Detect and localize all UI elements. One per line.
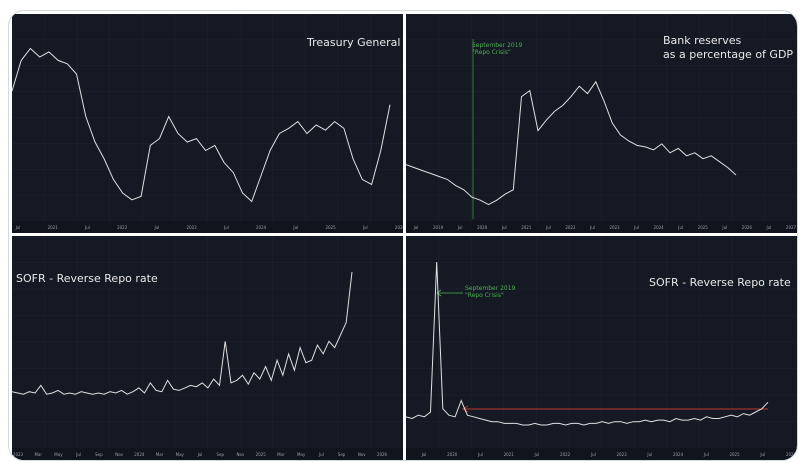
x-tick-label: Jul (421, 452, 427, 457)
x-tick-label: 2024 (256, 225, 267, 230)
x-tick-label: Jul (590, 452, 596, 457)
x-tick-label: Jul (223, 225, 229, 230)
annotation-line-1: September 2019 (472, 42, 523, 49)
series-line (406, 80, 737, 206)
chart-title: SOFR - Reverse Repo rate (16, 272, 158, 285)
x-tick-label: 2022 (565, 225, 576, 230)
x-tick-label: May (176, 452, 185, 457)
x-tick-label: Jul (75, 452, 81, 457)
x-tick-label: 2022 (117, 225, 128, 230)
x-axis (406, 221, 797, 233)
x-tick-label: Jul (703, 452, 709, 457)
tga-chart: Treasury General Accou Jul 2021 Jul 2022 Jul… (12, 14, 403, 233)
x-tick-label: Jul (477, 452, 483, 457)
series-line (12, 271, 353, 395)
series-line (12, 47, 391, 203)
sofr-rrp-chart-recent: SOFR - Reverse Repo rate 2023 Mar May Jul Se… (12, 236, 403, 460)
x-tick-label: Jul (362, 225, 368, 230)
annotation-arrowhead-icon (436, 289, 442, 297)
x-tick-label: May (54, 452, 63, 457)
chart-title: Treasury General Accou (306, 36, 403, 49)
x-tick-label: Jul (759, 452, 765, 457)
image-grid: Treasury General Accou Jul 2021 Jul 2022 Jul… (8, 10, 798, 461)
x-tick-label: 2022 (560, 452, 571, 457)
x-tick-label: Jul (318, 452, 324, 457)
x-tick-label: 2020 (477, 225, 488, 230)
x-tick-label: 2026 (786, 452, 797, 457)
x-tick-label: 2021 (521, 225, 532, 230)
x-tick-label: Jul (633, 225, 639, 230)
x-tick-label: 2024 (673, 452, 684, 457)
x-tick-label: 2027 (786, 225, 797, 230)
chart-title: SOFR - Reverse Repo rate (649, 276, 791, 289)
x-tick-label: Nov (358, 452, 366, 457)
x-tick-label: 2020 (447, 452, 458, 457)
x-tick-label: 2019 (433, 225, 444, 230)
x-tick-label: Jul (413, 225, 419, 230)
series-line (406, 261, 769, 426)
x-tick-label: 2026 (377, 452, 388, 457)
x-tick-label: Nov (115, 452, 123, 457)
x-tick-label: Jul (646, 452, 652, 457)
x-tick-label: Sep (95, 452, 103, 457)
annotation-line-1: September 2019 (465, 285, 516, 292)
x-tick-label: Jul (534, 452, 540, 457)
x-tick-label: Nov (237, 452, 245, 457)
x-tick-label: Jul (197, 452, 203, 457)
x-tick-label: 2024 (134, 452, 145, 457)
x-tick-label: 2025 (325, 225, 336, 230)
x-axis (12, 221, 403, 233)
x-tick-label: Sep (338, 452, 346, 457)
x-tick-label: 2025 (729, 452, 740, 457)
x-axis (406, 448, 797, 460)
x-tick-label: 2021 (504, 452, 515, 457)
x-tick-label: Mar (34, 452, 42, 457)
x-tick-label: 2024 (654, 225, 665, 230)
x-tick-label: Jul (457, 225, 463, 230)
red-arrowhead-icon (462, 405, 469, 413)
x-tick-label: 2023 (187, 225, 198, 230)
x-tick-label: 2023 (609, 225, 620, 230)
x-tick-label: Jul (153, 225, 159, 230)
chart-title-line-2: as a percentage of GDP (663, 48, 793, 61)
sofr-rrp-chart-long: September 2019 "Repo Crisis" SOFR - Reve… (406, 236, 797, 460)
x-tick-label: 2021 (48, 225, 59, 230)
chart-title-line-1: Bank reserves (663, 34, 741, 47)
x-tick-label: Jul (545, 225, 551, 230)
annotation-line-2: "Repo Crisis" (465, 292, 504, 299)
x-tick-label: 2023 (617, 452, 628, 457)
x-tick-label: Jul (766, 225, 772, 230)
x-tick-label: Jul (677, 225, 683, 230)
x-tick-label: Sep (216, 452, 224, 457)
x-tick-label: Mar (277, 452, 285, 457)
x-tick-label: Jul (501, 225, 507, 230)
bank-reserves-chart: September 2019 "Repo Crisis" Bank reserv… (406, 14, 797, 233)
x-tick-label: May (297, 452, 306, 457)
x-tick-label: Jul (84, 225, 90, 230)
x-tick-label: 2025 (698, 225, 709, 230)
x-tick-label: 2023 (13, 452, 24, 457)
x-tick-label: 2026 (742, 225, 753, 230)
x-tick-label: Jul (292, 225, 298, 230)
x-tick-label: Jul (721, 225, 727, 230)
x-tick-label: Jul (589, 225, 595, 230)
x-tick-label: 2025 (256, 452, 267, 457)
x-tick-label: Jul (15, 225, 21, 230)
annotation-line-2: "Repo Crisis" (472, 49, 511, 56)
x-tick-label: Mar (156, 452, 164, 457)
x-tick-label: 2026 (395, 225, 403, 230)
x-axis (12, 448, 403, 460)
